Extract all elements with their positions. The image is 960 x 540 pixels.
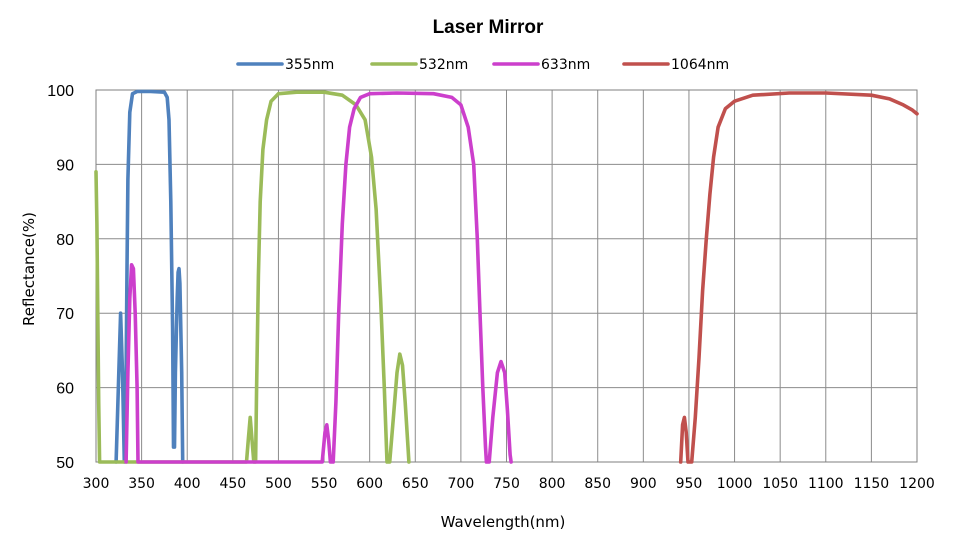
y-axis-label: Reflectance(%) bbox=[20, 212, 38, 326]
x-axis-label: Wavelength(nm) bbox=[441, 513, 566, 531]
y-tick-label: 100 bbox=[47, 83, 74, 100]
x-tick-label: 1200 bbox=[899, 476, 935, 492]
y-tick-label: 60 bbox=[56, 381, 74, 398]
x-tick-label: 1000 bbox=[717, 476, 753, 492]
x-tick-label: 1050 bbox=[762, 476, 798, 492]
x-tick-label: 650 bbox=[402, 476, 429, 492]
x-tick-label: 450 bbox=[219, 476, 246, 492]
legend-label: 633nm bbox=[541, 57, 590, 73]
series-line-532nm bbox=[94, 90, 411, 464]
x-tick-label: 1150 bbox=[854, 476, 890, 492]
x-tick-label: 950 bbox=[676, 476, 703, 492]
x-axis-ticks: 300 350 400 450 500 550 600 650 700 750 800 850 900 9… bbox=[83, 476, 935, 492]
x-tick-label: 400 bbox=[174, 476, 201, 492]
series-layer bbox=[94, 89, 919, 464]
chart-title: Laser Mirror bbox=[433, 17, 544, 38]
series-line-633nm bbox=[124, 91, 513, 464]
y-axis-ticks: 50 60 70 80 90 100 bbox=[47, 83, 74, 472]
x-tick-label: 900 bbox=[630, 476, 657, 492]
x-tick-label: 300 bbox=[83, 476, 110, 492]
y-tick-label: 50 bbox=[56, 455, 74, 472]
x-tick-label: 500 bbox=[265, 476, 292, 492]
x-tick-label: 800 bbox=[539, 476, 566, 492]
legend-label: 532nm bbox=[419, 57, 468, 73]
legend-label: 1064nm bbox=[671, 57, 729, 73]
legend-label: 355nm bbox=[285, 57, 334, 73]
x-tick-label: 700 bbox=[448, 476, 475, 492]
x-tick-label: 550 bbox=[311, 476, 338, 492]
x-tick-label: 1100 bbox=[808, 476, 844, 492]
legend: 355nm 532nm 633nm 1064nm bbox=[236, 57, 729, 73]
x-tick-label: 850 bbox=[584, 476, 611, 492]
y-tick-label: 80 bbox=[56, 232, 74, 249]
x-tick-label: 600 bbox=[356, 476, 383, 492]
x-tick-label: 750 bbox=[493, 476, 520, 492]
y-tick-label: 90 bbox=[56, 157, 74, 174]
series-line-1064nm bbox=[678, 91, 919, 464]
y-tick-label: 70 bbox=[56, 306, 74, 323]
x-tick-label: 350 bbox=[128, 476, 155, 492]
